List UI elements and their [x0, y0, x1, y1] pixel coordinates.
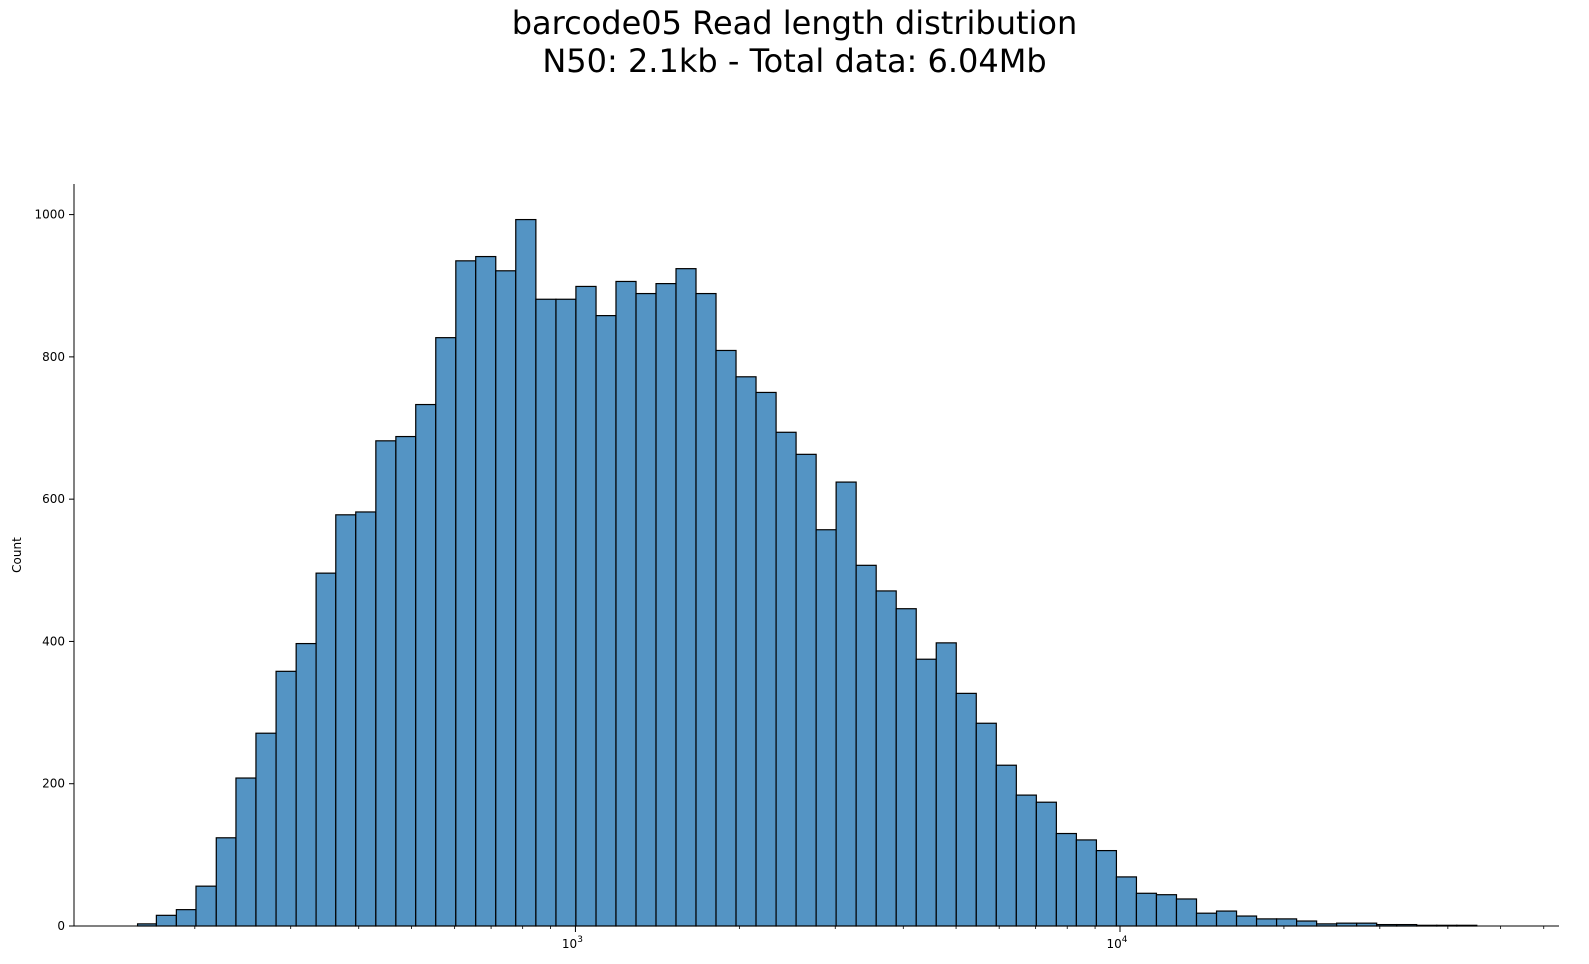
histogram-bar — [555, 298, 577, 927]
histogram-bar — [435, 337, 457, 927]
histogram-bar — [1075, 839, 1098, 927]
histogram-bar — [1155, 894, 1178, 927]
y-tick-label: 600 — [42, 492, 65, 506]
histogram-bar — [1215, 910, 1238, 927]
y-tick-label: 1000 — [34, 208, 65, 222]
histogram-bar — [1275, 918, 1298, 927]
histogram-bar — [875, 590, 897, 927]
histogram-bar — [1055, 832, 1077, 927]
histogram-bar — [715, 349, 737, 927]
histogram-bar — [1095, 849, 1118, 927]
histogram-bar — [195, 885, 217, 927]
y-axis-label: Count — [10, 537, 24, 573]
histogram-bar — [575, 285, 597, 927]
histogram-bar — [935, 642, 957, 927]
histogram-bar — [795, 453, 817, 927]
histogram-bar — [1295, 920, 1318, 927]
histogram-bar — [355, 511, 377, 927]
histogram-bar — [595, 315, 617, 927]
histogram-bar — [995, 764, 1017, 927]
histogram-bar — [1015, 794, 1037, 927]
histogram-bar — [335, 514, 357, 927]
histogram-bars — [136, 218, 1478, 927]
histogram-bar — [235, 777, 257, 927]
histogram-bar — [855, 564, 877, 927]
y-tick-label: 400 — [42, 634, 65, 648]
histogram-bar — [495, 270, 517, 927]
histogram-bar — [295, 642, 317, 927]
x-tick-label: 103 — [562, 935, 583, 951]
chart-title-line1: barcode05 Read length distribution — [511, 4, 1078, 42]
histogram-bar — [1235, 915, 1258, 927]
histogram-bar — [275, 670, 297, 927]
histogram-bar — [895, 608, 917, 927]
histogram-bar — [755, 391, 777, 927]
x-tick-label: 104 — [1106, 935, 1127, 951]
histogram-bar — [635, 292, 657, 927]
histogram-bar — [375, 440, 397, 927]
histogram-bar — [835, 481, 857, 927]
histogram-bar — [675, 268, 697, 927]
x-axis: 103 104 — [74, 925, 1559, 951]
y-tick-label: 200 — [42, 777, 65, 791]
histogram-bar — [475, 255, 497, 927]
histogram-bar — [155, 914, 177, 927]
histogram-bar — [455, 260, 477, 927]
histogram-bar — [395, 435, 417, 927]
histogram-bar — [735, 376, 757, 927]
histogram-bar — [315, 572, 337, 927]
histogram-bar — [175, 909, 197, 927]
histogram-bar — [1135, 892, 1158, 927]
y-axis: 0 200 400 600 800 1000 — [34, 184, 75, 933]
histogram-bar — [655, 283, 677, 927]
chart-title: barcode05 Read length distribution N50: … — [0, 4, 1589, 80]
chart-title-line2: N50: 2.1kb - Total data: 6.04Mb — [542, 42, 1047, 80]
histogram-bar — [815, 529, 837, 927]
histogram-bar — [1175, 898, 1198, 927]
histogram-bar — [915, 658, 937, 927]
histogram-bar — [515, 218, 537, 927]
histogram-bar — [215, 837, 237, 927]
histogram-bar — [695, 292, 717, 927]
histogram-bar — [775, 431, 797, 927]
histogram-bar — [255, 732, 277, 927]
histogram-bar — [1255, 918, 1278, 927]
histogram-bar — [535, 298, 557, 927]
histogram-bar — [1035, 801, 1057, 927]
y-tick-label: 0 — [57, 919, 65, 933]
histogram-bar — [1115, 876, 1138, 927]
histogram-bar — [415, 403, 437, 927]
histogram-bar — [1195, 912, 1218, 927]
histogram-bar — [955, 692, 977, 927]
histogram-bar — [615, 280, 637, 927]
histogram-bar — [975, 722, 997, 927]
y-tick-label: 800 — [42, 350, 65, 364]
